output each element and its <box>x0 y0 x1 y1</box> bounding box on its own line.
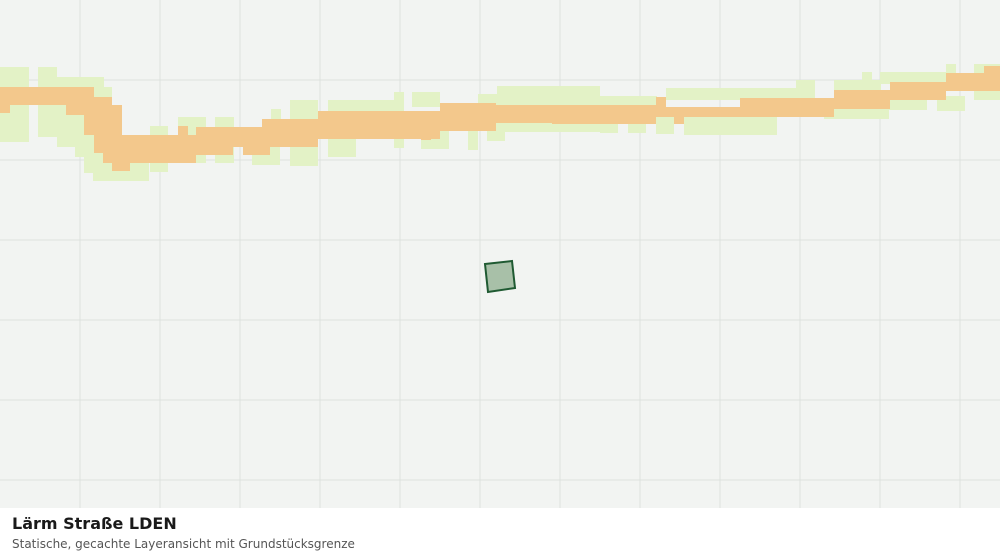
layer-title: Lärm Straße LDEN <box>12 514 177 533</box>
map-view <box>0 0 1000 508</box>
map-background <box>0 0 1000 508</box>
parcel-boundary[interactable] <box>483 259 517 294</box>
noise-zone-high <box>0 66 1000 171</box>
legend-footer: Lärm Straße LDEN Statische, gecachte Lay… <box>0 508 1000 560</box>
layer-subtitle: Statische, gecachte Layeransicht mit Gru… <box>12 537 355 551</box>
